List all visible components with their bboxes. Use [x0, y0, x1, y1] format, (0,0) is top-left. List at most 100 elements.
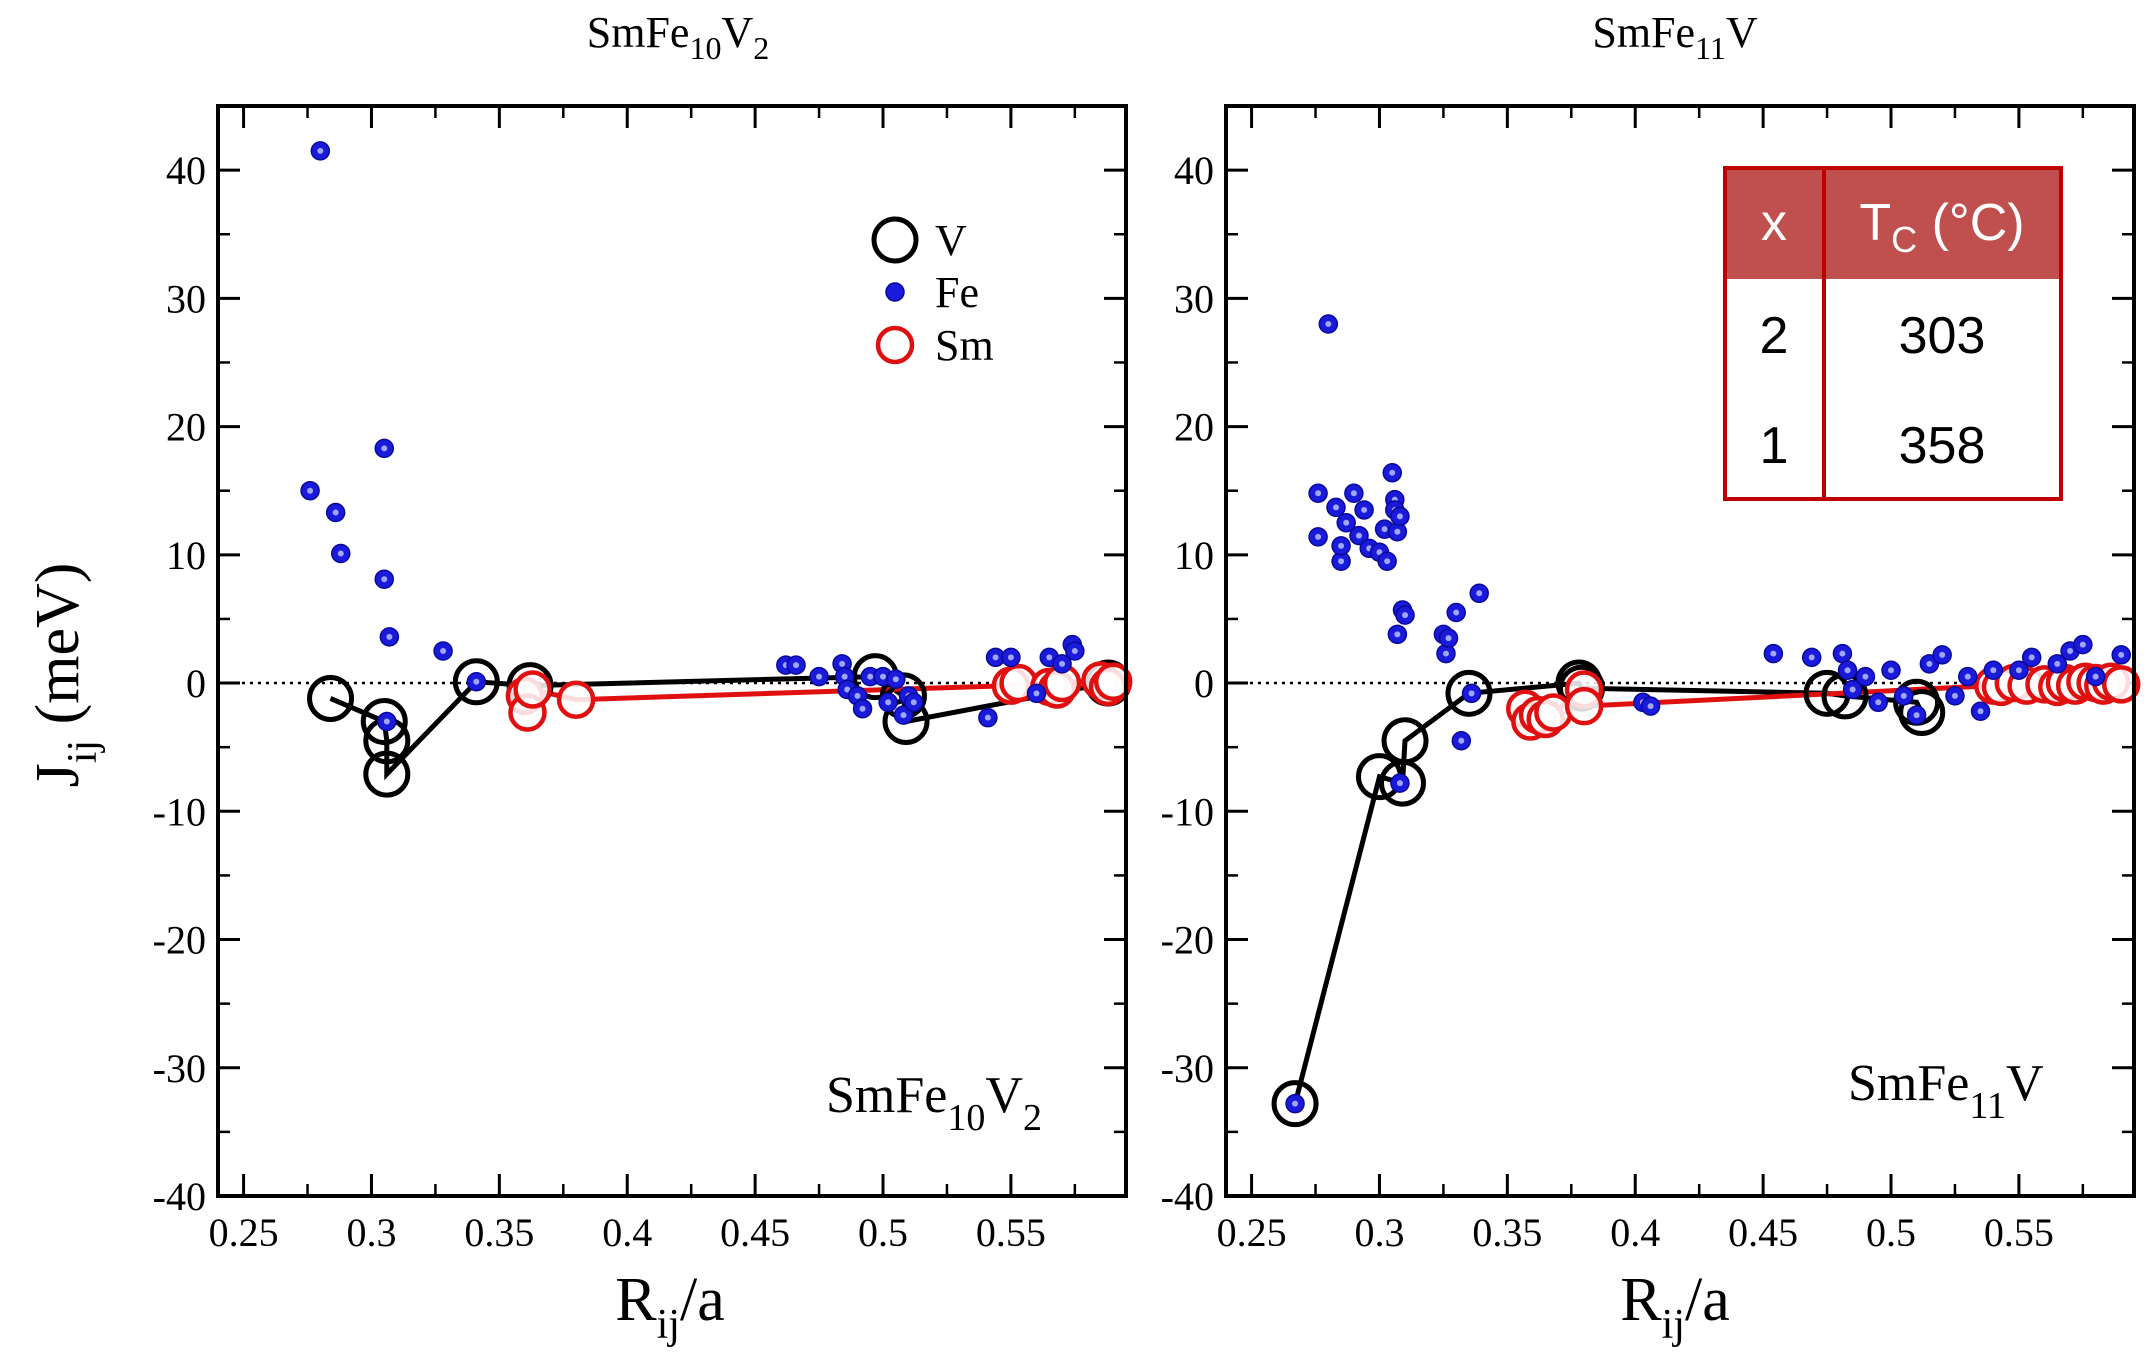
panel-smfe11v: SmFe11V Rij/a -40 -30 -20 -10 0 10 20 30 40 0.25 0…	[1161, 8, 2141, 1348]
point-v	[1898, 689, 1946, 737]
x-tick-label: 0.25	[1217, 1210, 1287, 1255]
point-fe-highlight	[1442, 650, 1449, 657]
point-fe-highlight	[1990, 667, 1997, 674]
point-fe-highlight	[992, 654, 999, 661]
legend-label-sm: Sm	[935, 321, 994, 370]
y-tick-label: 10	[1174, 533, 1214, 578]
point-fe-highlight	[1849, 686, 1856, 693]
point-sm	[1093, 662, 1133, 702]
point-sm	[1534, 693, 1573, 732]
point-fe-highlight	[841, 673, 848, 680]
point-fe-highlight	[1394, 528, 1401, 535]
x-tick-label: 0.35	[1472, 1210, 1542, 1255]
point-fe-highlight	[793, 662, 800, 669]
table-header-bg	[1725, 168, 2061, 279]
point-v	[1445, 669, 1493, 717]
point-fe-highlight	[1389, 469, 1396, 476]
axis-ticks: -40 -30 -20 -10 0 10 20 30 40 0.25 0.3 0.35 0.4 0.45 0…	[1161, 104, 2134, 1255]
y-tick-label: 20	[166, 405, 206, 450]
point-fe-highlight	[1476, 590, 1483, 597]
x-axis-label: Rij/a	[615, 1266, 724, 1348]
x-tick-label: 0.4	[602, 1210, 652, 1255]
y-tick-label: -20	[153, 918, 206, 963]
point-fe-highlight	[1951, 692, 1958, 699]
point-fe-highlight	[1046, 654, 1053, 661]
point-v	[307, 674, 355, 722]
point-fe-highlight	[317, 147, 324, 154]
point-fe-highlight	[1402, 612, 1409, 619]
tc-table: x TC (°C) 2 303 1 358	[1723, 166, 2063, 501]
y-tick-label: -10	[1161, 789, 1214, 834]
y-tick-label: -40	[153, 1174, 206, 1219]
point-fe-highlight	[2079, 641, 2086, 648]
point-fe-highlight	[839, 660, 846, 667]
point-fe-highlight	[2054, 660, 2061, 667]
point-fe-highlight	[332, 509, 339, 516]
point-fe-highlight	[1350, 490, 1357, 497]
y-tick-label: 0	[186, 661, 206, 706]
point-fe-highlight	[386, 633, 393, 640]
point-fe-highlight	[1839, 650, 1846, 657]
point-fe-highlight	[2028, 654, 2035, 661]
point-fe-highlight	[337, 550, 344, 557]
point-fe-highlight	[892, 676, 899, 683]
plot-area	[218, 141, 1133, 798]
table-cell-x: 1	[1760, 417, 1789, 475]
point-fe-highlight	[816, 673, 823, 680]
point-sm	[1564, 686, 1604, 726]
y-tick-label: -30	[1161, 1046, 1214, 1091]
y-tick-label: 30	[1174, 276, 1214, 321]
x-tick-label: 0.55	[1984, 1210, 2054, 1255]
point-fe-highlight	[1394, 631, 1401, 638]
point-fe-highlight	[473, 678, 480, 685]
point-fe-highlight	[880, 673, 887, 680]
point-fe-highlight	[440, 648, 447, 654]
table-header-tc: TC (°C)	[1859, 194, 2024, 260]
legend-label-v: V	[935, 216, 967, 265]
legend-marker-v	[871, 216, 919, 264]
y-tick-label: 20	[1174, 405, 1214, 450]
point-fe-highlight	[2118, 651, 2125, 658]
point-fe-highlight	[1770, 650, 1777, 657]
point-fe-highlight	[1381, 526, 1388, 533]
point-fe-highlight	[1396, 513, 1403, 520]
x-tick-label: 0.25	[209, 1210, 279, 1255]
y-tick-label: 0	[1194, 661, 1214, 706]
axis-ticks: -40 -30 -20 -10 0 10 20 30 40 0.25 0.3 0.35 0.4 0.45 0…	[153, 104, 1126, 1255]
point-fe-highlight	[2067, 648, 2074, 654]
plot-frame	[216, 104, 1128, 1198]
x-tick-label: 0.5	[858, 1210, 908, 1255]
compound-label: SmFe10V2	[826, 1067, 1042, 1139]
point-fe-highlight	[383, 718, 390, 725]
y-tick-label: -10	[153, 789, 206, 834]
point-fe-highlight	[867, 673, 874, 680]
x-tick-label: 0.55	[976, 1210, 1046, 1255]
point-fe-highlight	[1445, 635, 1452, 642]
panel-title: SmFe11V	[1592, 8, 1758, 66]
table-header-x: x	[1761, 194, 1787, 252]
y-tick-label: 40	[166, 148, 206, 193]
point-fe-highlight	[1913, 712, 1920, 719]
point-fe-highlight	[2015, 667, 2022, 674]
series-line-v	[1292, 680, 1924, 1105]
point-fe-highlight	[1332, 504, 1339, 511]
point-fe-highlight	[1356, 532, 1363, 539]
compound-label: SmFe11V	[1848, 1055, 2044, 1127]
point-fe-highlight	[2092, 673, 2099, 680]
table-cell-tc: 303	[1899, 307, 1986, 365]
point-fe-highlight	[1033, 690, 1040, 697]
point-fe-highlight	[1875, 699, 1882, 706]
y-tick-label: 30	[166, 276, 206, 321]
point-fe-highlight	[1315, 533, 1322, 540]
point-fe-highlight	[1292, 1100, 1299, 1107]
point-fe-highlight	[1458, 737, 1465, 744]
point-fe-highlight	[307, 487, 314, 494]
point-fe-highlight	[1315, 490, 1322, 497]
point-fe-highlight	[1977, 708, 1984, 715]
plot-area	[1226, 314, 2141, 1128]
panel-title: SmFe10V2	[587, 8, 769, 66]
table-cell-x: 2	[1760, 307, 1789, 365]
x-tick-label: 0.35	[464, 1210, 534, 1255]
x-tick-label: 0.45	[720, 1210, 790, 1255]
